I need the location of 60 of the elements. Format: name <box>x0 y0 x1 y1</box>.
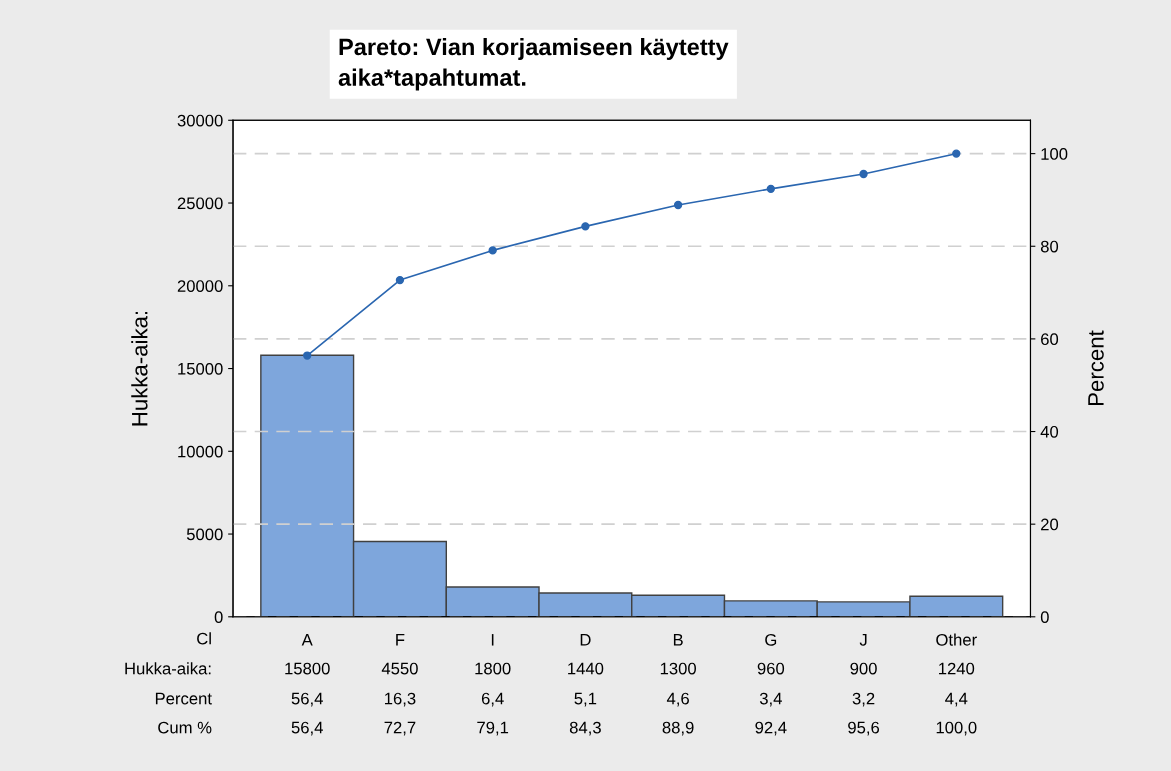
data-label: 100,0 <box>936 721 977 736</box>
y-tick-label: 15000 <box>178 362 223 375</box>
data-label: 960 <box>757 662 785 675</box>
text: 5,1 <box>574 692 597 707</box>
text: 56,4 <box>291 692 323 707</box>
text: 16,3 <box>384 692 416 707</box>
point <box>952 149 961 158</box>
y2-tick-label: 40 <box>1040 425 1059 438</box>
x-tick-label: B <box>673 634 683 646</box>
y-tick-label: 0 <box>214 611 223 623</box>
x-tick-label: A <box>301 634 313 646</box>
point <box>673 200 683 210</box>
data-label: 92,4 <box>755 721 787 736</box>
y2-tick-label: 60 <box>1041 333 1059 346</box>
point <box>488 246 497 255</box>
y-tick-label: 25000 <box>177 197 223 210</box>
data-label: 1300 <box>660 662 697 675</box>
text: Cum % <box>158 721 212 734</box>
chart-title: Pareto: Vian korjaamiseen käytetty aika*tapahtumat. <box>338 38 729 91</box>
text: 4,4 <box>945 692 968 707</box>
y2-tick-label: 100 <box>1041 148 1068 160</box>
data-label: 15800 <box>285 662 330 675</box>
text: 3,2 <box>852 692 875 707</box>
x-tick-label: G <box>765 633 777 646</box>
y2-tick-label: 80 <box>1040 240 1059 253</box>
point <box>395 275 405 285</box>
point <box>303 351 312 360</box>
data-label: 95,6 <box>848 721 880 736</box>
y-tick-label: 10000 <box>178 445 223 458</box>
x-tick-label: J <box>859 634 867 646</box>
y2-tick-label: 0 <box>1040 611 1049 623</box>
data-label: 4550 <box>381 662 418 675</box>
data-label: 72,7 <box>384 721 416 736</box>
y-tick-label: 5000 <box>186 528 223 541</box>
x-tick-label: F <box>396 634 405 646</box>
x-tick-label: Other <box>936 633 977 646</box>
data-label: 79,1 <box>477 721 509 736</box>
text: 6,4 <box>481 692 504 707</box>
data-label: 1800 <box>475 662 511 675</box>
data-label: 56,4 <box>291 721 323 736</box>
data-label: 84,3 <box>569 721 601 736</box>
text: Cl <box>197 632 211 645</box>
data-label: 88,9 <box>662 721 694 736</box>
point <box>581 222 590 231</box>
point <box>859 169 868 179</box>
data-label: 900 <box>850 662 877 675</box>
text: Percent <box>155 692 212 705</box>
text: 4,6 <box>666 692 689 707</box>
y2-axis-title: Percent <box>1088 330 1104 406</box>
point <box>766 184 776 193</box>
text: Hukka-aika: <box>125 662 211 675</box>
y-tick-label: 30000 <box>177 114 223 127</box>
x-tick-label: D <box>580 634 591 646</box>
y-axis-title: Hukka-aika: <box>131 311 148 426</box>
y2-tick-label: 20 <box>1041 518 1059 531</box>
data-label: 1240 <box>939 662 975 675</box>
x-tick-label: I <box>491 634 494 646</box>
data-label: 1440 <box>568 662 604 675</box>
y-tick-label: 20000 <box>177 280 223 292</box>
text: 3,4 <box>759 692 782 707</box>
